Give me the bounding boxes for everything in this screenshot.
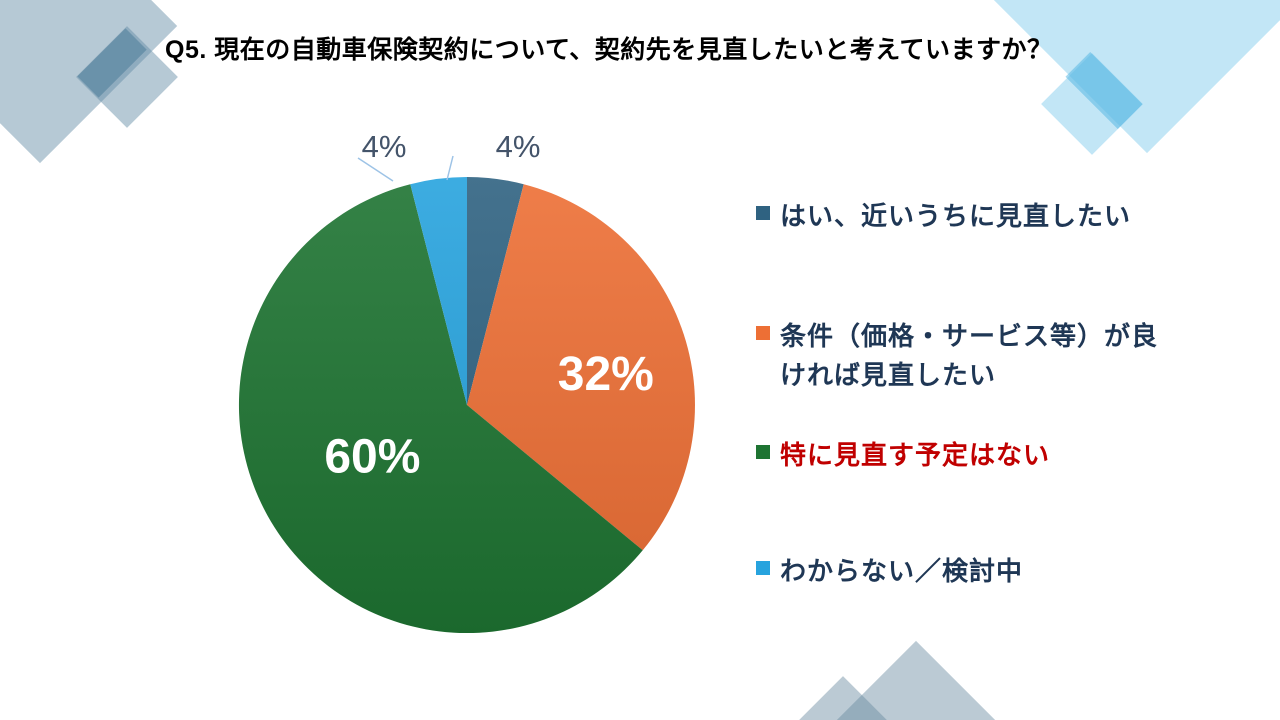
data-label-inside-2: 60% [324, 430, 420, 483]
legend-item-1: 条件（価格・サービス等）が良 ければ見直したい [756, 317, 1158, 395]
legend-marker-2 [756, 445, 770, 459]
data-label-outside-0: 4% [496, 129, 541, 164]
legend-label-3: わからない／検討中 [780, 552, 1023, 591]
legend-marker-3 [756, 561, 770, 575]
decor-topleft-diamond-large [0, 0, 178, 164]
pie-shading-overlay [239, 177, 695, 633]
decor-topright-diamond-medium [1041, 53, 1143, 155]
legend-item-2: 特に見直す予定はない [756, 436, 1050, 475]
decor-topleft-diamond-dark [77, 28, 147, 98]
question-title: Q5. 現在の自動車保険契約について、契約先を見直したいと考えていますか？ [165, 36, 1053, 64]
data-label-inside-1: 32% [558, 348, 654, 401]
legend-item-0: はい、近いうちに見直したい [756, 197, 1131, 236]
legend-label-0: はい、近いうちに見直したい [780, 197, 1131, 236]
pie-chart-area: 4% 32% 60% 4% [187, 105, 747, 665]
decor-topright-diamond-large [934, 0, 1280, 154]
data-label-outside-3: 4% [362, 129, 407, 164]
legend-label-1: 条件（価格・サービス等）が良 ければ見直したい [780, 317, 1158, 395]
legend-marker-1 [756, 326, 770, 340]
pie-chart: 4% 32% 60% 4% [238, 129, 695, 634]
leader-line-0 [446, 155, 454, 181]
decor-bottom-diamond-small [758, 676, 928, 720]
legend-label-line: ければ見直したい [780, 360, 997, 390]
decor-bottom-diamond-large [802, 640, 1030, 720]
legend-label-line: 特に見直す予定はない [780, 440, 1051, 470]
legend-label-line: わからない／検討中 [780, 556, 1024, 586]
legend-item-3: わからない／検討中 [756, 552, 1023, 591]
legend-label-line: はい、近いうちに見直したい [780, 201, 1132, 231]
legend-label-2: 特に見直す予定はない [780, 436, 1050, 475]
decor-topleft-diamond-medium [76, 26, 178, 128]
legend-label-line: 条件（価格・サービス等）が良 [780, 321, 1159, 351]
leader-line-3 [357, 157, 394, 182]
legend-marker-0 [756, 206, 770, 220]
